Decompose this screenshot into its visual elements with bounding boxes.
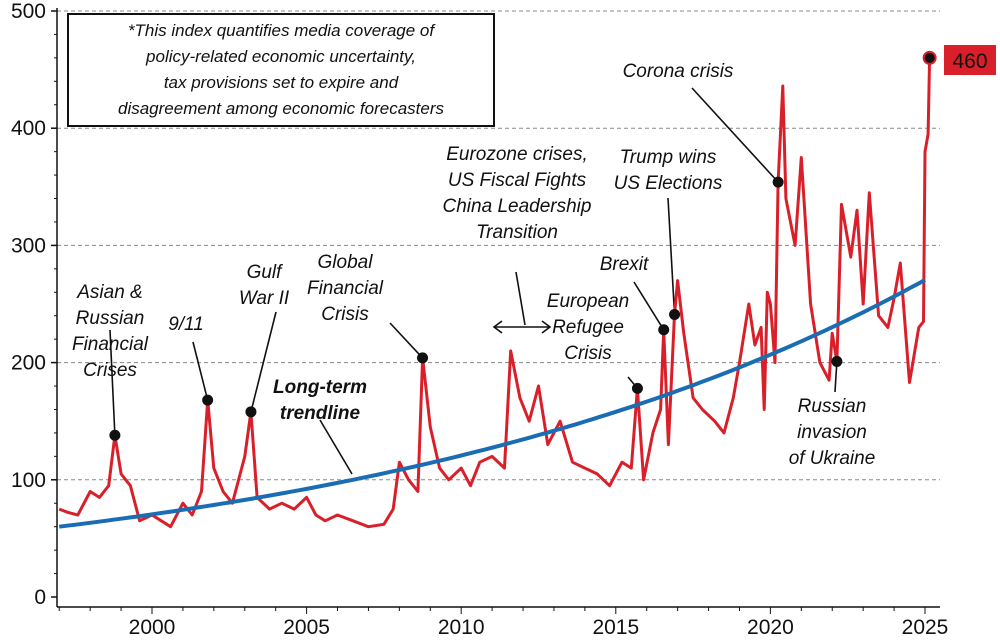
annotation-label: Financial	[307, 278, 384, 299]
annotation-label: Global	[318, 252, 374, 273]
note-box	[67, 13, 495, 127]
annotation-label: trendline	[280, 403, 361, 424]
annotation-label: Asian &	[76, 282, 142, 303]
last-value-box	[944, 45, 996, 75]
annotation-dot	[245, 406, 257, 418]
annotation-label: Russian	[76, 308, 145, 329]
y-tick-label: 400	[11, 117, 46, 140]
annotation-label: Corona crisis	[623, 61, 734, 82]
annotation-label: Transition	[476, 222, 558, 243]
annotation-label: Trump wins	[620, 147, 717, 168]
x-tick-label: 2005	[283, 616, 330, 636]
annotation-label: Russian	[798, 396, 867, 417]
uncertainty-index-series	[58, 57, 932, 529]
annotation-leader	[691, 87, 779, 183]
annotation-leader	[633, 281, 665, 331]
note-line-3: tax provisions set to expire and	[164, 73, 399, 92]
y-tick-label: 0	[34, 586, 46, 609]
annotation-leader	[192, 341, 209, 401]
annotation-label: Gulf	[247, 262, 284, 283]
double-arrow-icon	[492, 320, 552, 334]
annotation-dot	[658, 324, 670, 336]
x-tick-label: 2015	[592, 616, 639, 636]
note-line-4: disagreement among economic forecasters	[118, 99, 444, 118]
annotation-label: 9/11	[168, 314, 204, 335]
last-value-dot	[922, 50, 937, 65]
annotation-dot	[202, 394, 214, 406]
y-tick-label: 300	[11, 234, 46, 257]
annotation-label: Crisis	[321, 304, 369, 325]
annotation-label: US Elections	[614, 173, 723, 194]
last-value-label: 460	[952, 50, 987, 73]
annotation-dot	[417, 352, 429, 364]
annotation-dot	[772, 176, 784, 188]
annotation-label: Refugee	[552, 317, 624, 338]
annotation-dot	[109, 429, 121, 441]
annotation-leader	[109, 329, 116, 436]
x-tick-label: 2025	[902, 616, 949, 636]
annotation-dot	[831, 355, 843, 367]
note-line-1: *This index quantifies media coverage of	[128, 21, 436, 40]
annotation-leader	[667, 197, 676, 315]
annotation-label: Crisis	[564, 343, 612, 364]
annotation-label: of Ukraine	[789, 448, 876, 469]
annotation-dot	[631, 382, 643, 394]
annotation-leader	[389, 322, 424, 359]
annotation-dot	[669, 309, 681, 321]
annotation-label: Financial	[72, 334, 149, 355]
annotation-label: European	[547, 291, 629, 312]
x-tick-label: 2000	[129, 616, 176, 636]
annotation-label: China Leadership	[443, 196, 592, 217]
annotation-label: Long-term	[273, 377, 367, 398]
annotation-leader	[250, 311, 277, 413]
x-tick-label: 2010	[438, 616, 485, 636]
x-tick-label: 2020	[747, 616, 794, 636]
annotation-label: Brexit	[600, 254, 649, 275]
annotation-leader	[515, 271, 526, 326]
trendline-series	[58, 278, 926, 529]
y-tick-label: 500	[11, 0, 46, 23]
note-line-2: policy-related economic uncertainty,	[145, 47, 416, 66]
annotation-label: Crises	[83, 360, 137, 381]
annotation-label: Eurozone crises,	[446, 144, 588, 165]
annotation-label: invasion	[797, 422, 867, 443]
y-tick-label: 200	[11, 352, 46, 375]
y-tick-label: 100	[11, 469, 46, 492]
annotation-label: US Fiscal Fights	[448, 170, 587, 191]
annotation-label: War II	[239, 288, 290, 309]
annotation-leader	[319, 419, 353, 475]
